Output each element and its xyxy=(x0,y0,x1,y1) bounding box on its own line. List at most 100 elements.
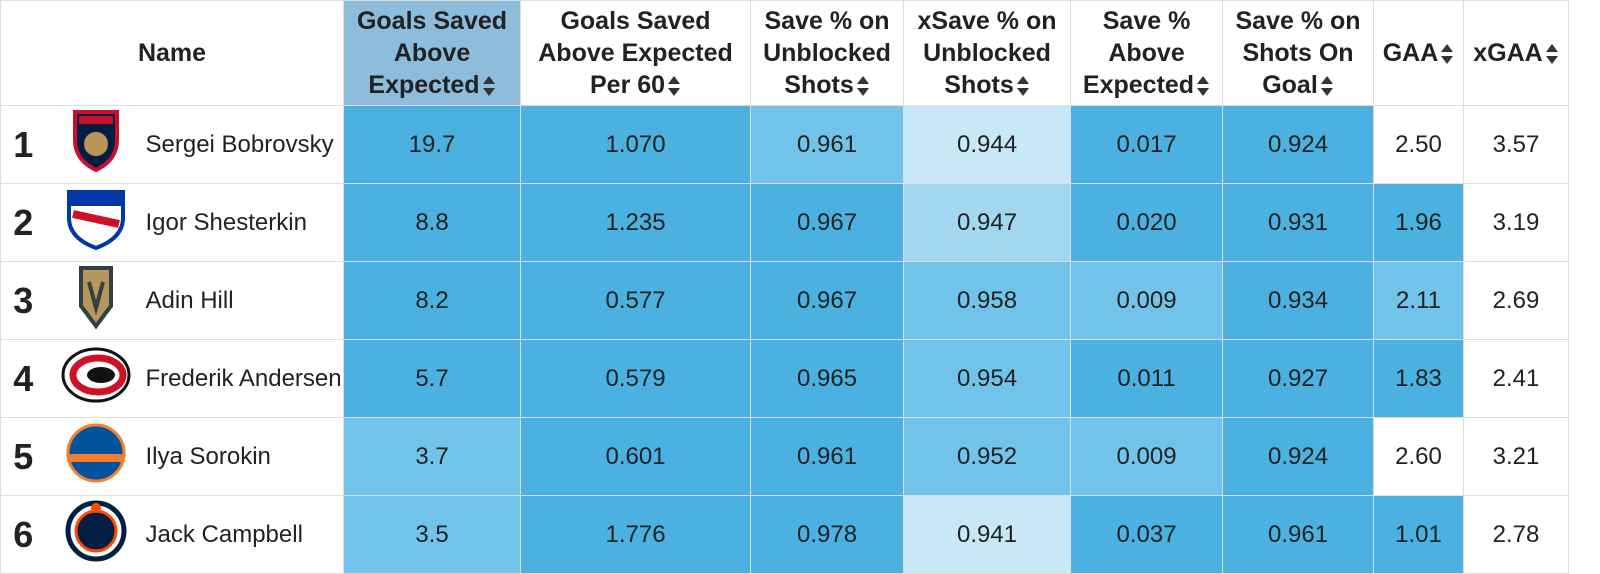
logo-icon xyxy=(78,266,113,330)
column-header[interactable]: Save % Above Expected xyxy=(1070,0,1224,106)
stat-cell: 0.961 xyxy=(750,417,905,496)
stat-cell: 1.01 xyxy=(1373,495,1465,574)
stat-cell: 1.96 xyxy=(1373,183,1465,262)
player-name[interactable]: Igor Shesterkin xyxy=(145,183,345,262)
stat-cell: 0.961 xyxy=(1222,495,1375,574)
stat-cell: 0.924 xyxy=(1222,417,1375,496)
stat-cell: 2.78 xyxy=(1463,495,1570,574)
header-text: GAA xyxy=(1382,39,1439,67)
player-row: 1 Sergei Bobrovsky 19.7 1.070 0.961 0.944 0.01… xyxy=(0,105,1570,184)
player-name[interactable]: Sergei Bobrovsky xyxy=(145,105,345,184)
stat-cell: 0.967 xyxy=(750,261,905,340)
team-logo xyxy=(45,495,146,574)
table-body: 1 Sergei Bobrovsky 19.7 1.070 0.961 0.944 0.01… xyxy=(0,105,1570,574)
stat-cell: 3.19 xyxy=(1463,183,1570,262)
player-row: 3 Adin Hill 8.2 0.577 0.967 0.958 0.009 0.934 2.… xyxy=(0,261,1570,340)
stat-cell: 1.070 xyxy=(520,105,752,184)
player-name[interactable]: Adin Hill xyxy=(145,261,345,340)
column-header[interactable]: Goals Saved Above Expected Per 60 xyxy=(520,0,752,106)
stat-cell: 0.931 xyxy=(1222,183,1375,262)
header-text: Name xyxy=(137,39,207,67)
column-header[interactable]: xSave % on Unblocked Shots xyxy=(903,0,1072,106)
team-logo xyxy=(45,105,146,184)
header-text: Goals Saved Above Expected Per 60 xyxy=(538,7,733,99)
stat-cell: 0.944 xyxy=(903,105,1072,184)
sort-icon xyxy=(482,76,495,97)
stat-cell: 2.41 xyxy=(1463,339,1570,418)
header-text: Goals Saved Above Expected xyxy=(356,7,508,99)
team-logo xyxy=(45,183,146,262)
stat-cell: 0.947 xyxy=(903,183,1072,262)
stat-cell: 2.60 xyxy=(1373,417,1465,496)
stat-cell: 0.924 xyxy=(1222,105,1375,184)
rank: 4 xyxy=(0,339,46,418)
stat-cell: 0.965 xyxy=(750,339,905,418)
header-text: Save % on Unblocked Shots xyxy=(763,7,891,99)
column-header[interactable]: Save % on Shots On Goal xyxy=(1222,0,1375,106)
stat-cell: 0.037 xyxy=(1070,495,1224,574)
stat-cell: 1.83 xyxy=(1373,339,1465,418)
rank: 1 xyxy=(0,105,46,184)
stat-cell: 0.967 xyxy=(750,183,905,262)
stat-cell: 3.57 xyxy=(1463,105,1570,184)
team-logo xyxy=(45,417,146,496)
stat-cell: 0.941 xyxy=(903,495,1072,574)
logo-icon xyxy=(66,423,125,483)
stat-cell: 2.69 xyxy=(1463,261,1570,340)
rank: 2 xyxy=(0,183,46,262)
header-text: Save % on Shots On Goal xyxy=(1235,7,1361,99)
stat-cell: 0.020 xyxy=(1070,183,1224,262)
player-name[interactable]: Frederik Andersen xyxy=(145,339,345,418)
player-row: 6 Jack Campbell 3.5 1.776 0.978 0.941 0.037 0.9… xyxy=(0,495,1570,574)
stat-cell: 3.5 xyxy=(343,495,522,574)
stat-cell: 0.927 xyxy=(1222,339,1375,418)
stat-cell: 0.009 xyxy=(1070,261,1224,340)
sort-icon xyxy=(1016,76,1029,97)
stat-cell: 0.961 xyxy=(750,105,905,184)
rank: 3 xyxy=(0,261,46,340)
stat-cell: 2.50 xyxy=(1373,105,1465,184)
stat-cell: 3.21 xyxy=(1463,417,1570,496)
rank: 5 xyxy=(0,417,46,496)
column-header[interactable]: xGAA xyxy=(1463,0,1570,106)
stat-cell: 0.954 xyxy=(903,339,1072,418)
stat-cell: 0.952 xyxy=(903,417,1072,496)
team-logo xyxy=(45,261,146,340)
stat-cell: 5.7 xyxy=(343,339,522,418)
sort-icon xyxy=(1545,44,1558,65)
sort-icon xyxy=(1320,76,1333,97)
column-header[interactable]: Save % on Unblocked Shots xyxy=(750,0,905,106)
team-logo xyxy=(45,339,146,418)
sort-icon xyxy=(1197,76,1210,97)
stat-cell: 1.235 xyxy=(520,183,752,262)
sort-icon xyxy=(856,76,869,97)
stat-cell: 0.011 xyxy=(1070,339,1224,418)
stat-cell: 3.7 xyxy=(343,417,522,496)
rank: 6 xyxy=(0,495,46,574)
player-row: 4 Frederik Andersen 5.7 0.579 0.965 0.954 0.01… xyxy=(0,339,1570,418)
stat-cell: 2.11 xyxy=(1373,261,1465,340)
player-row: 2 Igor Shesterkin 8.8 1.235 0.967 0.947 0.020 0… xyxy=(0,183,1570,262)
stat-cell: 0.579 xyxy=(520,339,752,418)
stat-cell: 0.009 xyxy=(1070,417,1224,496)
column-header[interactable]: GAA xyxy=(1373,0,1465,106)
header-text: Save % Above Expected xyxy=(1082,7,1195,99)
logo-icon xyxy=(61,347,130,403)
stat-cell: 0.934 xyxy=(1222,261,1375,340)
stat-cell: 0.978 xyxy=(750,495,905,574)
player-name[interactable]: Jack Campbell xyxy=(145,495,345,574)
logo-icon xyxy=(72,110,119,173)
player-row: 5 Ilya Sorokin 3.7 0.601 0.961 0.952 0.009 0.92… xyxy=(0,417,1570,496)
logo-icon xyxy=(66,190,125,251)
stat-cell: 8.8 xyxy=(343,183,522,262)
sort-icon xyxy=(668,76,681,97)
stat-cell: 19.7 xyxy=(343,105,522,184)
column-header[interactable]: Goals Saved Above Expected xyxy=(343,0,522,106)
stat-cell: 0.601 xyxy=(520,417,752,496)
stat-cell: 0.577 xyxy=(520,261,752,340)
stat-cell: 1.776 xyxy=(520,495,752,574)
player-name[interactable]: Ilya Sorokin xyxy=(145,417,345,496)
header-text: xGAA xyxy=(1473,39,1543,67)
